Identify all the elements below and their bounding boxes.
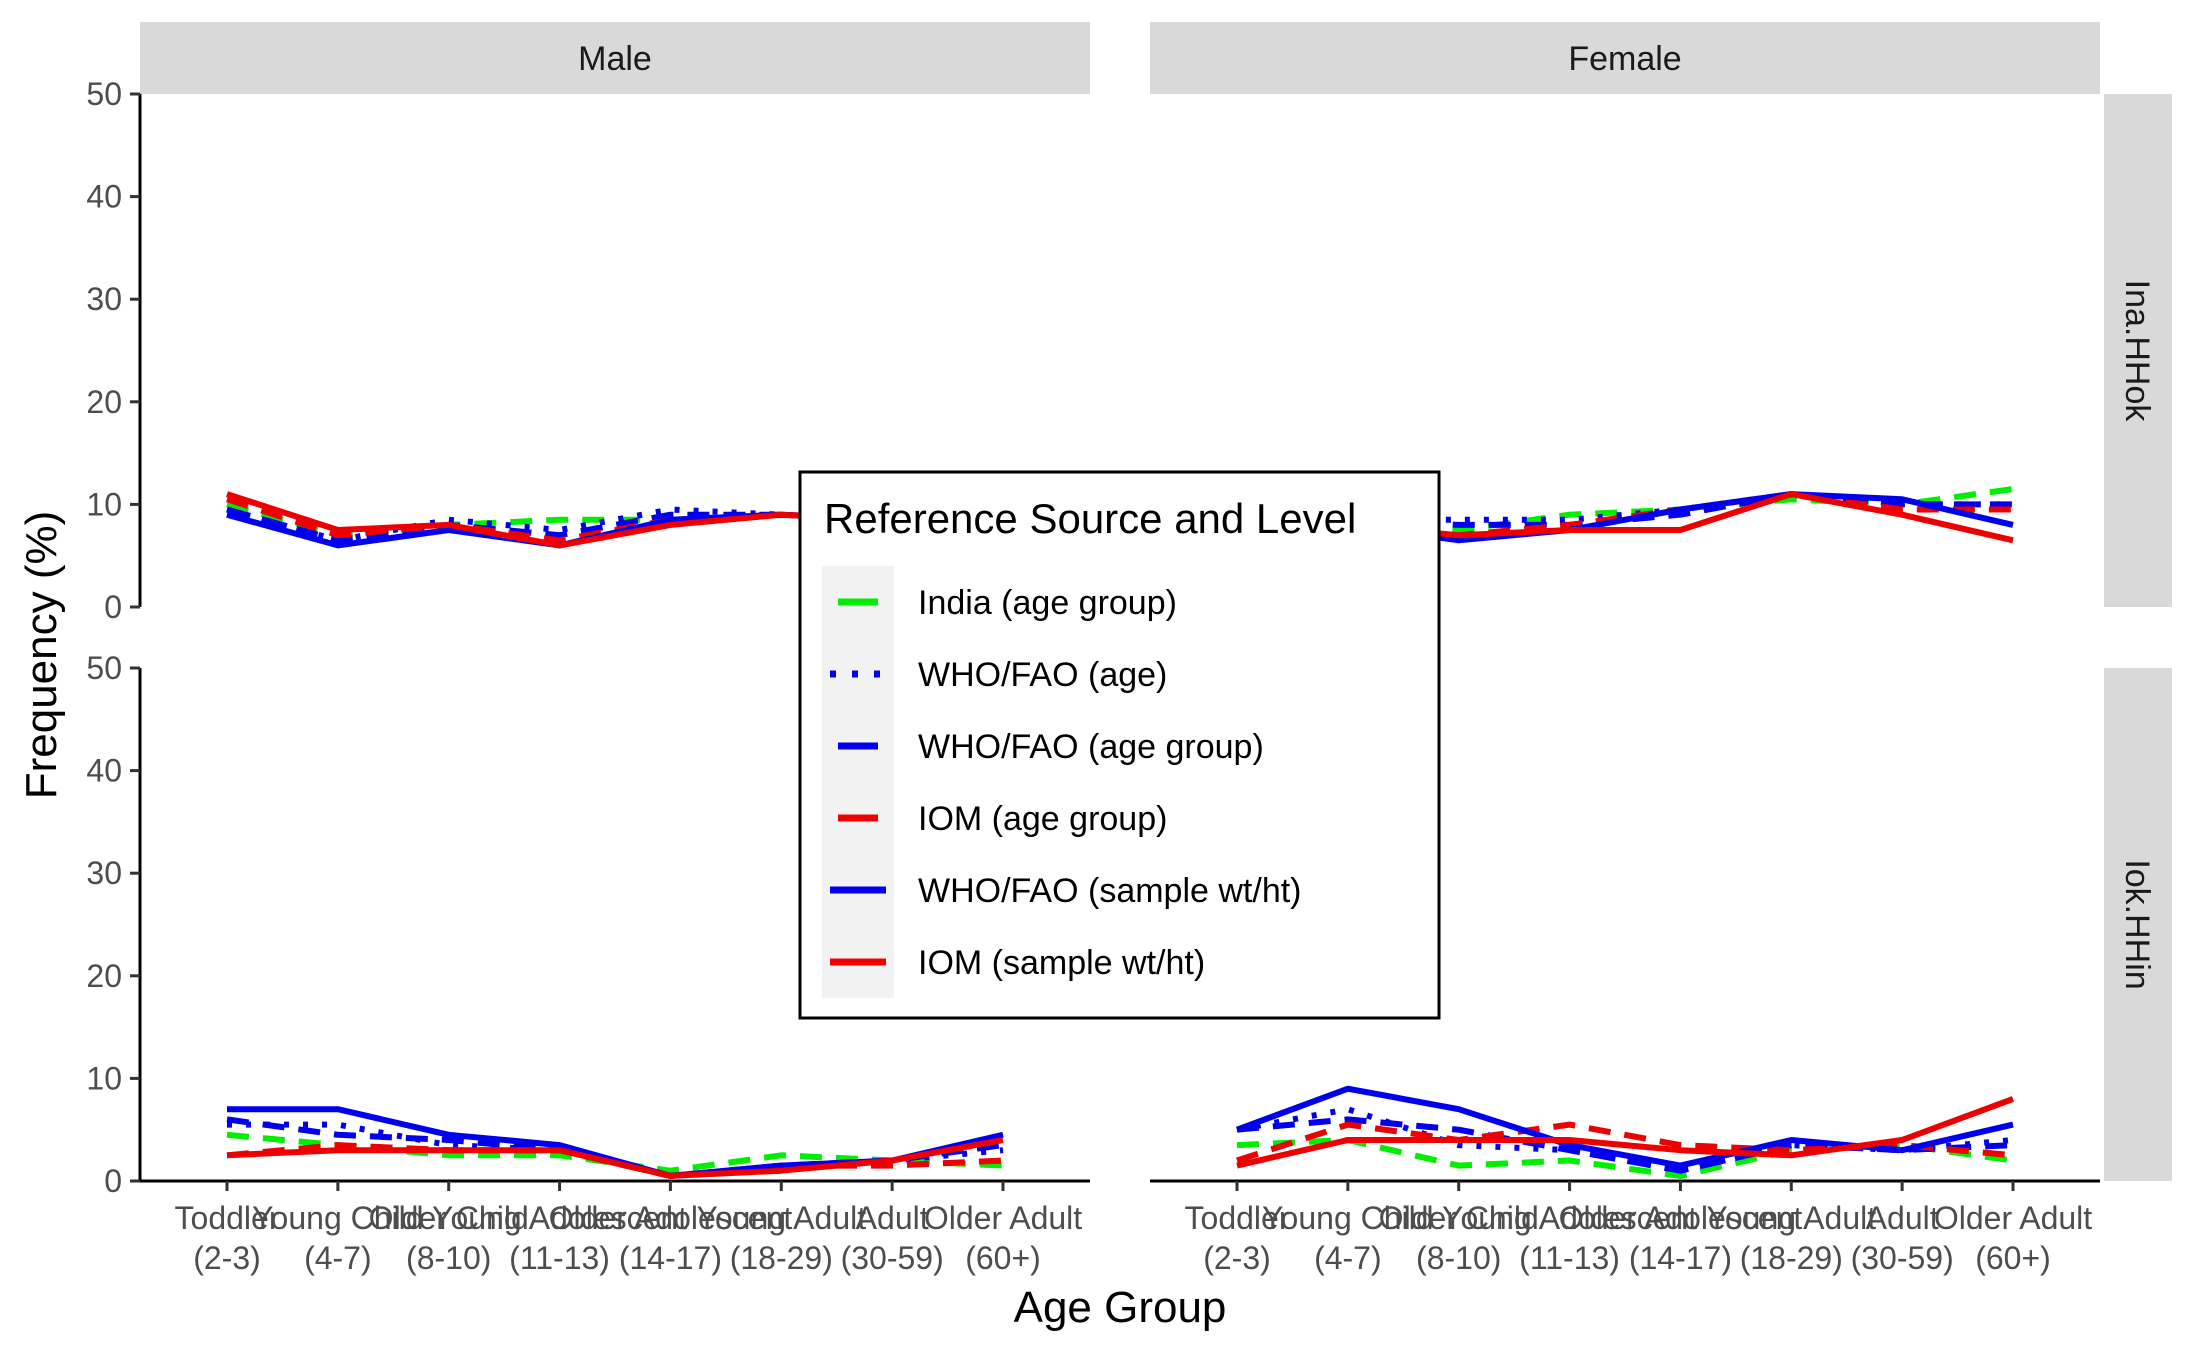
x-tick-label: Older Adult (60+) <box>1934 1200 2092 1276</box>
x-tick-label: Older Child (8-10) <box>369 1200 529 1276</box>
strip-ina-hhok <box>2104 94 2172 607</box>
y-tick-label: 40 <box>86 179 122 215</box>
series-line-iom-age-group <box>226 1142 1004 1179</box>
x-tick-label: Toddler (2-3) <box>175 1200 280 1276</box>
legend: Reference Source and Level India (age gr… <box>798 470 1441 1020</box>
strip-male <box>140 22 1090 94</box>
y-tick-label: 10 <box>86 486 122 522</box>
series-line-who-fao-age <box>226 506 1003 544</box>
x-axis-title: Age Group <box>1014 1283 1227 1332</box>
legend-label-india-age-group: India (age group) <box>918 584 1177 622</box>
y-tick-label: 20 <box>86 384 122 420</box>
x-tick-label: Young Adult (18-29) <box>1706 1200 1876 1276</box>
x-tick-label: Adult (30-59) <box>1851 1200 1954 1276</box>
legend-label-iom-sample-wt-ht: IOM (sample wt/ht) <box>918 944 1205 982</box>
series-line-who-fao-sample-wt-ht <box>1235 1085 2014 1169</box>
panel-female-iok-hhin <box>1235 1085 2015 1179</box>
legend-key-background <box>822 566 894 998</box>
panel-male-iok-hhin <box>226 1106 1004 1179</box>
y-tick-label: 0 <box>104 589 122 625</box>
x-tick-label: Young Child (4-7) <box>1262 1200 1433 1276</box>
y-tick-label: 0 <box>104 1163 122 1199</box>
strip-female <box>1150 22 2100 94</box>
x-tick-label: Young Adolescent (11-13) <box>432 1200 687 1276</box>
x-tick-label: Older Adolescent (14-17) <box>549 1200 793 1276</box>
y-tick-label: 50 <box>86 650 122 686</box>
x-tick-label: Young Child (4-7) <box>252 1200 423 1276</box>
y-tick-label: 20 <box>86 958 122 994</box>
x-tick-label: Young Adolescent (11-13) <box>1442 1200 1697 1276</box>
legend-label-iom-age-group: IOM (age group) <box>918 800 1167 838</box>
legend-title: Reference Source and Level <box>824 495 1356 542</box>
legend-label-who-fao-age: WHO/FAO (age) <box>918 656 1167 694</box>
strip-label-female: Female <box>1568 40 1681 78</box>
strip-label-male: Male <box>578 40 652 78</box>
strip-label-ina-hhok: Ina.HHok <box>2118 280 2156 423</box>
y-tick-label: 10 <box>86 1060 122 1096</box>
y-tick-label: 40 <box>86 753 122 789</box>
x-tick-label: Toddler (2-3) <box>1185 1200 1290 1276</box>
x-tick-label: Adult (30-59) <box>841 1200 944 1276</box>
legend-label-who-fao-sample-wt-ht: WHO/FAO (sample wt/ht) <box>918 872 1302 910</box>
x-tick-label: Older Adolescent (14-17) <box>1559 1200 1803 1276</box>
y-tick-label: 50 <box>86 76 122 112</box>
series-line-iom-sample-wt-ht <box>226 1137 1004 1179</box>
x-tick-label: Older Child (8-10) <box>1379 1200 1539 1276</box>
series-line-iom-sample-wt-ht <box>1236 1096 2015 1169</box>
y-tick-label: 30 <box>86 855 122 891</box>
strip-iok-hhin <box>2104 668 2172 1181</box>
legend-label-who-fao-age-group: WHO/FAO (age group) <box>918 728 1264 766</box>
y-axis-title: Frequency (%) <box>17 511 66 800</box>
y-tick-label: 30 <box>86 281 122 317</box>
legend-box <box>798 470 1441 1020</box>
x-tick-label: Older Adult (60+) <box>924 1200 1082 1276</box>
strip-label-iok-hhin: Iok.HHin <box>2118 859 2156 989</box>
x-tick-label: Young Adult (18-29) <box>696 1200 866 1276</box>
